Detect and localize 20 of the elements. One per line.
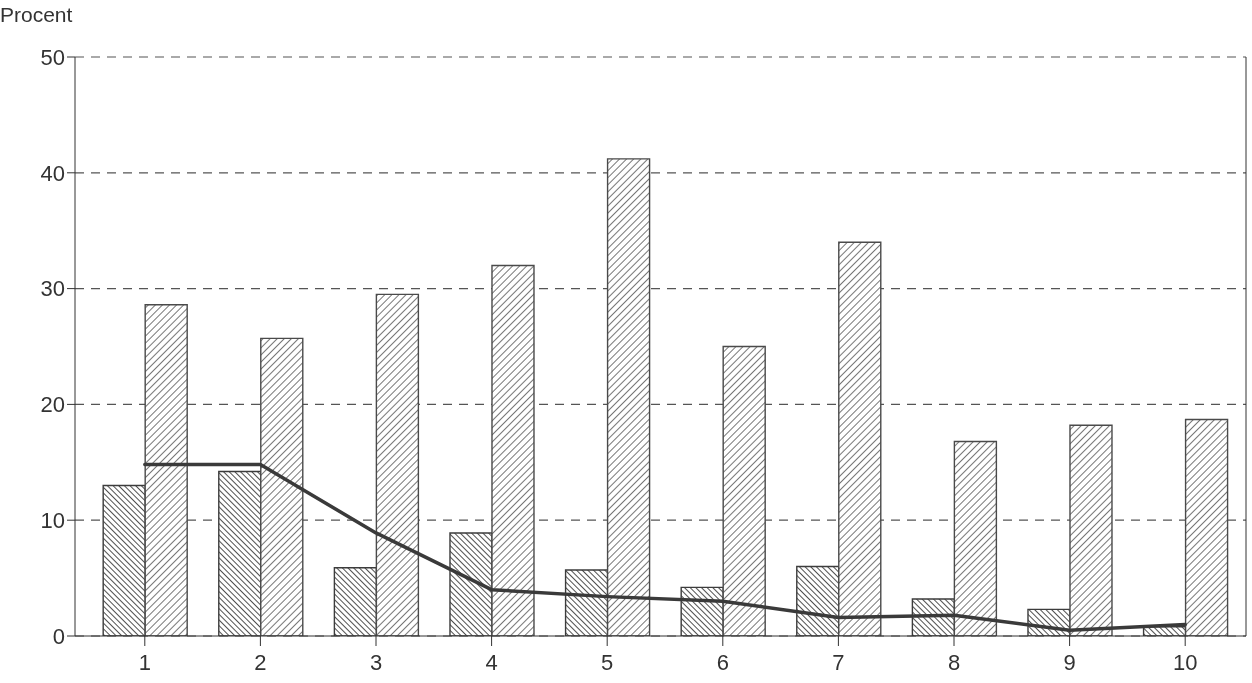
x-tick-label: 10 — [1172, 649, 1198, 675]
x-tick-label: 8 — [947, 649, 961, 675]
y-tick-label: 50 — [40, 44, 65, 70]
y-tick-label: 10 — [40, 508, 65, 534]
x-tick-label: 7 — [832, 649, 845, 675]
x-tick-label: 2 — [254, 649, 267, 675]
x-tick-label: 4 — [485, 649, 498, 675]
y-tick-label: 0 — [52, 623, 65, 649]
y-axis-title: Procent — [0, 3, 73, 27]
x-tick-label: 3 — [369, 649, 383, 675]
x-tick-label: 9 — [1063, 649, 1076, 675]
y-tick-label: 40 — [40, 160, 65, 186]
bar — [491, 264, 535, 636]
y-tick-label: 30 — [40, 276, 65, 302]
x-tick-label: 6 — [716, 649, 729, 675]
x-tick-label: 5 — [601, 649, 614, 675]
line-series — [143, 462, 1187, 632]
y-tick-label: 20 — [40, 392, 65, 418]
x-tick-label: 1 — [138, 649, 151, 675]
bar — [953, 440, 998, 636]
